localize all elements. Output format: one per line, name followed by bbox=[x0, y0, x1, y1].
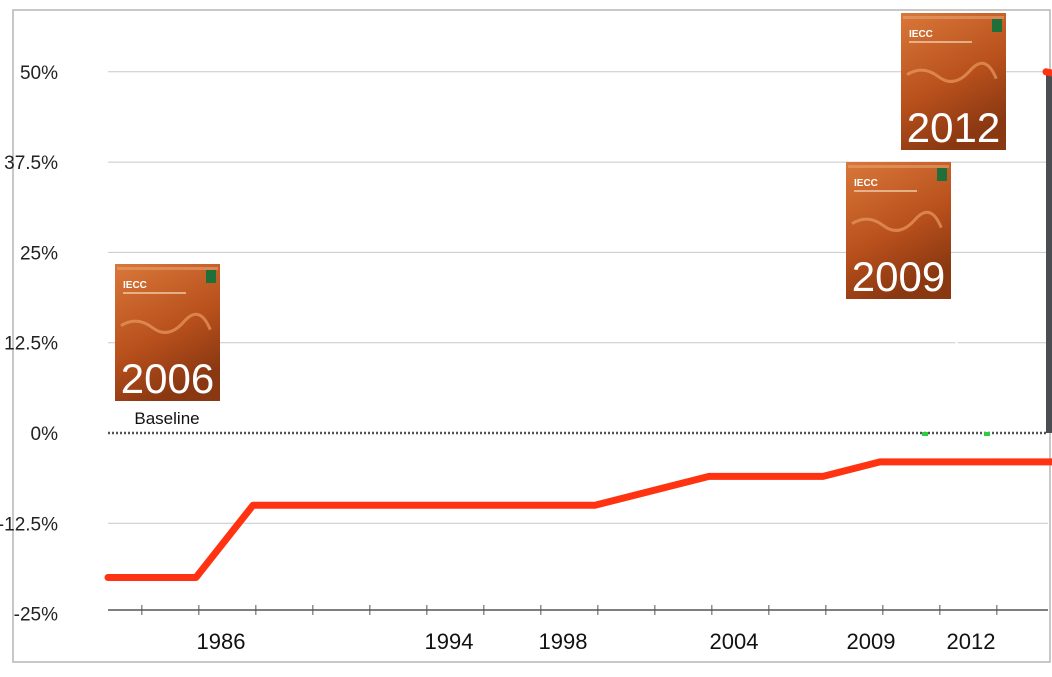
x-tick-label: 1998 bbox=[539, 629, 588, 654]
y-tick-label: -12.5% bbox=[0, 514, 58, 535]
book-subtitle-line bbox=[854, 190, 917, 192]
book-cover-2006: IECC 2006 bbox=[115, 264, 220, 402]
book-subtitle-line bbox=[123, 292, 186, 294]
x-tick-label: 1986 bbox=[197, 629, 246, 654]
x-tick-label: 2004 bbox=[710, 629, 759, 654]
shaded-area bbox=[1046, 71, 1052, 433]
data-point bbox=[194, 575, 198, 580]
series-lines bbox=[104, 68, 1052, 581]
data-point bbox=[821, 474, 825, 479]
baseline-marker bbox=[984, 432, 990, 436]
data-point bbox=[251, 503, 255, 508]
iecc-text: IECC bbox=[909, 29, 933, 40]
book-cover-2009: IECC 2009 bbox=[846, 162, 951, 300]
book-year: 2006 bbox=[121, 355, 214, 402]
x-tick-label: 2012 bbox=[947, 629, 996, 654]
iecc-text: IECC bbox=[854, 178, 878, 189]
baseline-marker bbox=[922, 432, 928, 436]
y-tick-label: 25% bbox=[20, 243, 58, 264]
data-point bbox=[878, 459, 882, 464]
shaded-label-line: Pt. bbox=[947, 385, 976, 412]
data-point bbox=[707, 474, 711, 479]
data-point bbox=[1049, 459, 1052, 464]
book-annotations: IECC 2006 IECC 2009 IECC 2012 Baseline bbox=[115, 13, 1006, 428]
book-year: 2012 bbox=[907, 104, 1000, 151]
book-header-band bbox=[903, 16, 1004, 19]
book-subtitle-line bbox=[909, 41, 972, 43]
book-logo-icon bbox=[937, 168, 947, 181]
world-map-icon bbox=[851, 210, 943, 232]
series-line bbox=[104, 68, 1052, 581]
book-cover-2012: IECC 2012 bbox=[901, 13, 1006, 151]
y-tick-label: 50% bbox=[20, 63, 58, 84]
x-tick-label: 1994 bbox=[425, 629, 474, 654]
book-logo-icon bbox=[206, 270, 216, 283]
x-tick-label: 2009 bbox=[847, 629, 896, 654]
shaded-label-line: Bldg. Sci. bbox=[911, 321, 1012, 348]
book-header-band bbox=[848, 165, 949, 168]
data-point bbox=[536, 503, 540, 508]
book-header-band bbox=[117, 267, 218, 270]
y-tick-label: 0% bbox=[31, 424, 59, 445]
iecc-text: IECC bbox=[123, 280, 147, 291]
shaded-label-line: Tipping bbox=[923, 353, 1001, 380]
world-map-icon bbox=[120, 312, 212, 334]
y-tick-label: -25% bbox=[14, 605, 58, 626]
baseline-caption: Baseline bbox=[134, 409, 199, 428]
world-map-icon bbox=[906, 61, 998, 83]
x-axis: 1986 1994 1998 2004 2009 2012 bbox=[108, 605, 1048, 654]
y-tick-label: 12.5% bbox=[4, 334, 58, 355]
y-tick-label: 37.5% bbox=[4, 153, 58, 174]
y-axis-tick-labels: 50% 37.5% 25% 12.5% 0% -12.5% -25% bbox=[0, 63, 58, 626]
data-point bbox=[106, 575, 110, 580]
shaded-area-fill bbox=[1046, 71, 1052, 433]
data-point bbox=[992, 459, 996, 464]
book-year: 2009 bbox=[852, 253, 945, 300]
data-point bbox=[1044, 69, 1048, 74]
data-point bbox=[593, 503, 597, 508]
book-logo-icon bbox=[992, 19, 1002, 32]
shaded-area-label: Bldg. Sci. Tipping Pt. bbox=[911, 321, 1012, 412]
